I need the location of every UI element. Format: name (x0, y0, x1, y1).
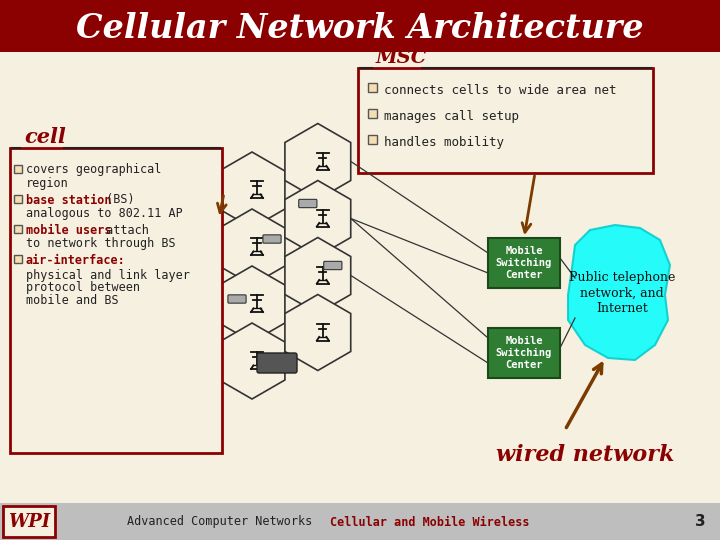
FancyBboxPatch shape (299, 199, 317, 208)
FancyBboxPatch shape (324, 261, 342, 269)
Text: MSC: MSC (376, 49, 427, 67)
Text: connects cells to wide area net: connects cells to wide area net (384, 84, 616, 97)
FancyBboxPatch shape (488, 328, 560, 378)
Polygon shape (219, 323, 285, 399)
Polygon shape (219, 266, 285, 342)
Text: WPI: WPI (8, 513, 50, 531)
Text: air-interface:: air-interface: (26, 253, 126, 267)
Text: Cellular and Mobile Wireless: Cellular and Mobile Wireless (330, 516, 530, 529)
Bar (368, 83, 377, 92)
Bar (14, 195, 22, 203)
FancyBboxPatch shape (10, 148, 222, 453)
Bar (368, 109, 377, 118)
Text: (BS): (BS) (99, 193, 135, 206)
Text: mobile and BS: mobile and BS (26, 294, 119, 307)
Text: base station: base station (26, 193, 112, 206)
Polygon shape (285, 180, 351, 256)
Text: Public telephone
network, and
Internet: Public telephone network, and Internet (569, 272, 675, 314)
Text: cell: cell (24, 127, 66, 147)
Text: 3: 3 (695, 515, 706, 530)
Text: Advanced Computer Networks: Advanced Computer Networks (127, 516, 312, 529)
FancyBboxPatch shape (3, 506, 55, 537)
Text: region: region (26, 177, 68, 190)
Text: wired network: wired network (496, 444, 674, 466)
Polygon shape (219, 152, 285, 228)
FancyBboxPatch shape (358, 68, 653, 173)
FancyBboxPatch shape (488, 238, 560, 288)
FancyBboxPatch shape (263, 235, 281, 243)
FancyBboxPatch shape (228, 295, 246, 303)
Bar (14, 225, 22, 233)
Text: attach: attach (99, 224, 149, 237)
Text: manages call setup: manages call setup (384, 110, 519, 123)
Text: physical and link layer: physical and link layer (26, 268, 190, 281)
Text: protocol between: protocol between (26, 281, 140, 294)
Polygon shape (219, 209, 285, 285)
Polygon shape (568, 225, 670, 360)
Text: mobile users: mobile users (26, 224, 112, 237)
Text: Mobile
Switching
Center: Mobile Switching Center (496, 336, 552, 369)
Text: analogous to 802.11 AP: analogous to 802.11 AP (26, 206, 183, 219)
Polygon shape (285, 124, 351, 199)
Text: covers geographical: covers geographical (26, 164, 161, 177)
Bar (14, 255, 22, 263)
Text: Cellular Network Architecture: Cellular Network Architecture (76, 11, 644, 44)
Text: Mobile
Switching
Center: Mobile Switching Center (496, 246, 552, 280)
Polygon shape (285, 238, 351, 314)
FancyBboxPatch shape (257, 353, 297, 373)
Polygon shape (285, 294, 351, 370)
Bar (0, 503, 720, 540)
Bar (14, 165, 22, 173)
Bar (0, 0, 720, 52)
Text: handles mobility: handles mobility (384, 136, 504, 149)
Bar (368, 135, 377, 144)
Text: to network through BS: to network through BS (26, 237, 176, 249)
